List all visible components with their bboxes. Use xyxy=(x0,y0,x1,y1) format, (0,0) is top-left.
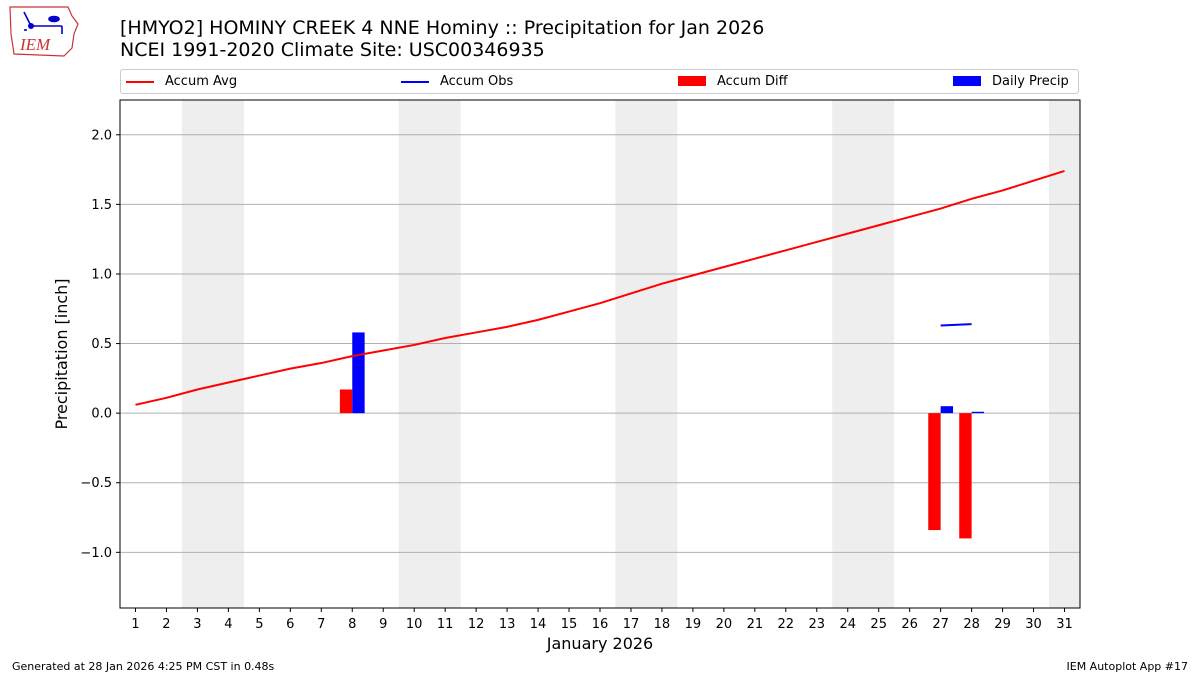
y-tick-label-6: 2.0 xyxy=(91,128,112,143)
y-tick-label-3: 0.5 xyxy=(91,337,112,352)
x-tick-label-27: 27 xyxy=(932,617,949,632)
legend-swatch-accum-avg xyxy=(126,81,154,83)
x-tick-label-22: 22 xyxy=(778,617,795,632)
bar-daily-precip-day-27 xyxy=(940,406,954,414)
bar-daily-precip-day-8 xyxy=(352,332,365,414)
x-tick-label-20: 20 xyxy=(716,617,733,632)
y-tick-label-0: −1.0 xyxy=(80,546,112,561)
weekend-shade-2 xyxy=(615,100,678,608)
legend-swatch-daily-precip xyxy=(953,76,981,86)
y-tick-label-5: 1.5 xyxy=(91,198,112,213)
y-tick-label-4: 1.0 xyxy=(91,267,112,282)
line-accum-avg xyxy=(135,170,1065,406)
weather-station-icon xyxy=(23,11,63,34)
x-tick-label-6: 6 xyxy=(286,617,294,632)
x-tick-label-11: 11 xyxy=(437,617,454,632)
x-tick-label-14: 14 xyxy=(530,617,547,632)
x-tick-label-19: 19 xyxy=(685,617,702,632)
footer-app: IEM Autoplot App #17 xyxy=(1066,660,1189,673)
logo-text: IEM xyxy=(19,35,51,54)
x-tick-label-25: 25 xyxy=(870,617,887,632)
legend-swatch-accum-diff xyxy=(678,76,706,86)
bar-accum-diff-day-27 xyxy=(928,413,941,531)
x-tick-label-8: 8 xyxy=(348,617,356,632)
line-accum-obs xyxy=(940,323,972,327)
x-tick-label-21: 21 xyxy=(747,617,764,632)
x-tick-label-18: 18 xyxy=(654,617,671,632)
x-tick-label-28: 28 xyxy=(963,617,980,632)
plot-frame xyxy=(119,99,1081,609)
chart-title: [HMYO2] HOMINY CREEK 4 NNE Hominy :: Pre… xyxy=(120,17,765,39)
x-tick-label-16: 16 xyxy=(592,617,609,632)
x-tick-label-12: 12 xyxy=(468,617,485,632)
x-tick-label-26: 26 xyxy=(901,617,918,632)
x-tick-label-24: 24 xyxy=(839,617,856,632)
bar-accum-diff-day-8 xyxy=(339,389,353,414)
x-tick-label-10: 10 xyxy=(406,617,423,632)
y-axis-label: Precipitation [inch] xyxy=(52,278,71,429)
bar-accum-diff-day-28 xyxy=(959,413,972,539)
weekend-shade-4 xyxy=(1049,100,1080,608)
legend-label-accum-obs: Accum Obs xyxy=(440,74,514,89)
x-tick-label-29: 29 xyxy=(994,617,1011,632)
x-tick-label-7: 7 xyxy=(317,617,325,632)
x-tick-label-31: 31 xyxy=(1056,617,1073,632)
weekend-shade-0 xyxy=(181,100,244,608)
legend: Accum Avg Accum Obs Accum Diff Daily Pre… xyxy=(120,69,1079,94)
x-tick-label-30: 30 xyxy=(1025,617,1042,632)
x-tick-label-1: 1 xyxy=(131,617,139,632)
x-axis-label: January 2026 xyxy=(546,634,653,653)
x-tick-label-5: 5 xyxy=(255,617,263,632)
x-tick-label-2: 2 xyxy=(162,617,170,632)
chart-subtitle: NCEI 1991-2020 Climate Site: USC00346935 xyxy=(120,39,545,61)
y-tick-label-1: −0.5 xyxy=(80,476,112,491)
x-tick-label-3: 3 xyxy=(193,617,201,632)
x-tick-label-13: 13 xyxy=(499,617,516,632)
y-tick-label-2: 0.0 xyxy=(91,407,112,422)
legend-label-accum-diff: Accum Diff xyxy=(717,74,788,89)
x-tick-label-17: 17 xyxy=(623,617,640,632)
legend-swatch-accum-obs xyxy=(401,81,429,83)
x-tick-label-15: 15 xyxy=(561,617,578,632)
weekend-shade-1 xyxy=(398,100,461,608)
bar-daily-precip-day-28 xyxy=(971,411,984,414)
iem-logo: IEM xyxy=(9,6,79,57)
legend-label-accum-avg: Accum Avg xyxy=(165,74,238,89)
x-tick-label-9: 9 xyxy=(379,617,387,632)
footer-generated: Generated at 28 Jan 2026 4:25 PM CST in … xyxy=(12,660,275,673)
x-tick-label-23: 23 xyxy=(809,617,826,632)
legend-label-daily-precip: Daily Precip xyxy=(992,74,1069,89)
weekend-shade-3 xyxy=(832,100,895,608)
x-tick-label-4: 4 xyxy=(224,617,232,632)
